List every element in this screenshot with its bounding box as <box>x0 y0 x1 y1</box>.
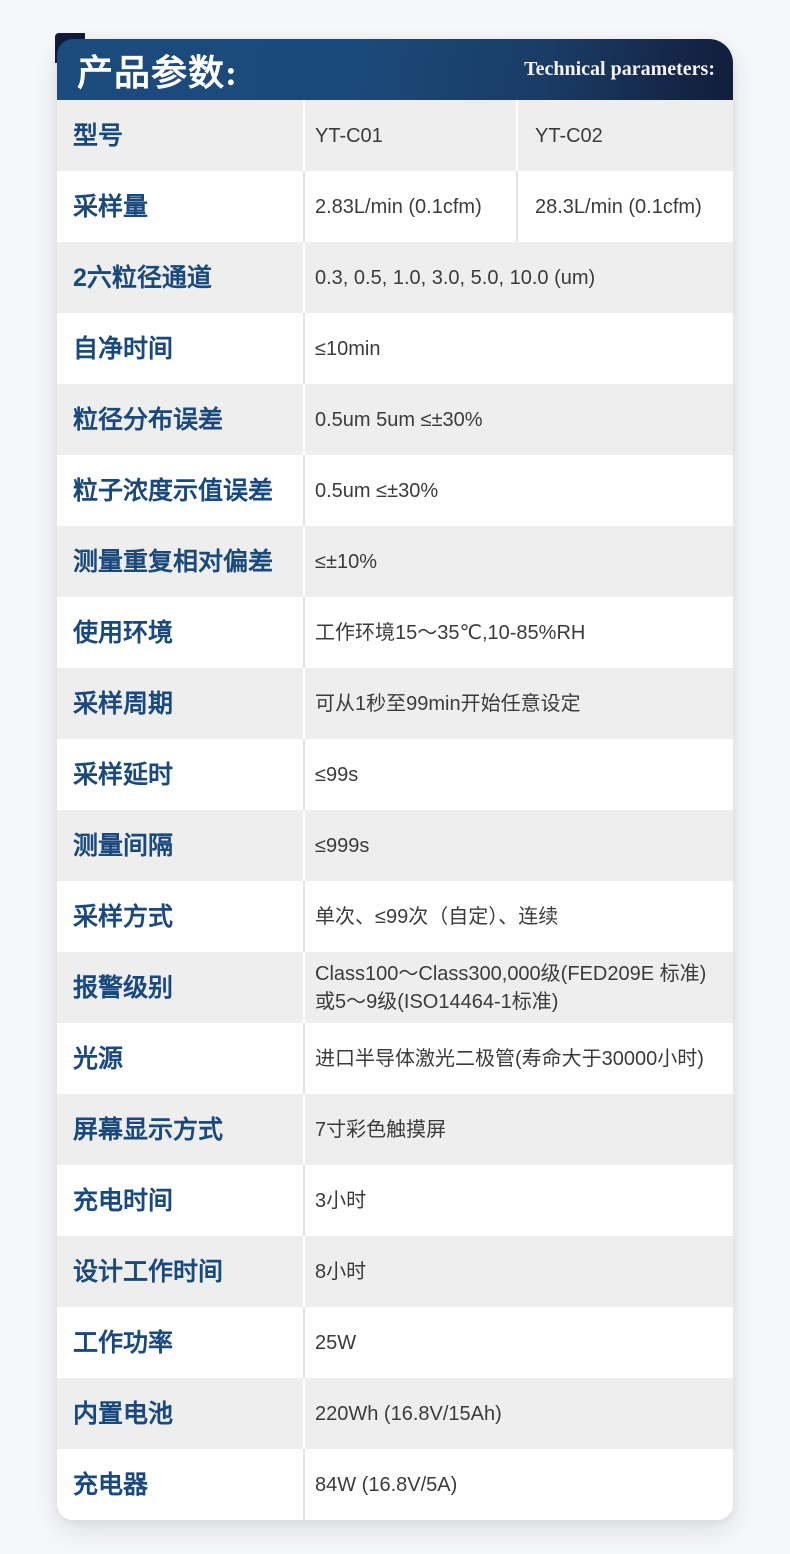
row-value-line: 单次、≤99次（自定）、连续 <box>315 905 559 928</box>
table-row: 采样延时 ≤99s <box>57 739 733 810</box>
row-value: 0.3, 0.5, 1.0, 3.0, 5.0, 10.0 (um) <box>305 242 733 313</box>
row-label: 测量重复相对偏差 <box>57 526 305 597</box>
row-label: 报警级别 <box>57 952 305 1023</box>
table-row: 内置电池 220Wh (16.8V/15Ah) <box>57 1378 733 1449</box>
row-value: ≤±10% <box>305 526 733 597</box>
row-value: 220Wh (16.8V/15Ah) <box>305 1378 733 1449</box>
row-value-line: ≤10min <box>315 337 381 360</box>
row-value-line: YT-C02 <box>535 124 603 147</box>
table-row: 粒径分布误差 0.5um 5um ≤±30% <box>57 384 733 455</box>
row-value-line: 220Wh (16.8V/15Ah) <box>315 1402 502 1425</box>
row-value: 7寸彩色触摸屏 <box>305 1094 733 1165</box>
row-value: Class100～Class300,000级(FED209E 标准) 或5～9级(… <box>305 952 733 1023</box>
row-value: YT-C02 <box>518 100 733 171</box>
row-label: 内置电池 <box>57 1378 305 1449</box>
row-value-line: 3小时 <box>315 1189 367 1212</box>
table-row: 采样方式 单次、≤99次（自定）、连续 <box>57 881 733 952</box>
row-value-line: 2.83L/min (0.1cfm) <box>315 195 482 218</box>
spec-card: 产品参数: Technical parameters: 型号 YT-C01 YT-C… <box>55 33 733 1520</box>
table-row: 采样量 2.83L/min (0.1cfm) 28.3L/min (0.1cfm) <box>57 171 733 242</box>
row-value-line: ≤±10% <box>315 550 377 573</box>
row-value-line: YT-C01 <box>315 124 383 147</box>
row-value: 0.5um 5um ≤±30% <box>305 384 733 455</box>
table-row: 工作功率 25W <box>57 1307 733 1378</box>
table-row: 粒子浓度示值误差 0.5um ≤±30% <box>57 455 733 526</box>
row-value: 工作环境15～35℃,10-85%RH <box>305 597 733 668</box>
table-row: 测量重复相对偏差 ≤±10% <box>57 526 733 597</box>
row-value: ≤99s <box>305 739 733 810</box>
row-label: 光源 <box>57 1023 305 1094</box>
page-title: 产品参数: <box>77 52 238 93</box>
row-value-line: ≤999s <box>315 834 370 857</box>
row-value-line: 或5～9级(ISO14464-1标准) <box>315 990 559 1013</box>
row-label: 设计工作时间 <box>57 1236 305 1307</box>
row-label: 采样延时 <box>57 739 305 810</box>
table-row: 使用环境 工作环境15～35℃,10-85%RH <box>57 597 733 668</box>
row-value: 25W <box>305 1307 733 1378</box>
row-value-line: 84W (16.8V/5A) <box>315 1473 458 1496</box>
table-row: 充电时间 3小时 <box>57 1165 733 1236</box>
row-value-line: 可从1秒至99min开始任意设定 <box>315 692 581 715</box>
row-label: 粒子浓度示值误差 <box>57 455 305 526</box>
table-row: 光源 进口半导体激光二极管(寿命大于30000小时) <box>57 1023 733 1094</box>
row-value-line: 进口半导体激光二极管(寿命大于30000小时) <box>315 1047 704 1070</box>
row-label: 自净时间 <box>57 313 305 384</box>
row-value-line: 25W <box>315 1331 357 1354</box>
row-value-line: 工作环境15～35℃,10-85%RH <box>315 621 586 644</box>
row-value: 单次、≤99次（自定）、连续 <box>305 881 733 952</box>
row-label: 2六粒径通道 <box>57 242 305 313</box>
row-label: 测量间隔 <box>57 810 305 881</box>
row-value: 进口半导体激光二极管(寿命大于30000小时) <box>305 1023 733 1094</box>
table-row: 充电器 84W (16.8V/5A) <box>57 1449 733 1520</box>
table-row: 设计工作时间 8小时 <box>57 1236 733 1307</box>
row-value: YT-C01 <box>305 100 518 171</box>
row-label: 屏幕显示方式 <box>57 1094 305 1165</box>
row-label: 使用环境 <box>57 597 305 668</box>
row-value-line: 0.3, 0.5, 1.0, 3.0, 5.0, 10.0 (um) <box>315 266 596 289</box>
row-value-line: 0.5um ≤±30% <box>315 479 439 502</box>
table-row: 型号 YT-C01 YT-C02 <box>57 100 733 171</box>
table-row: 自净时间 ≤10min <box>57 313 733 384</box>
row-value-line: 0.5um 5um ≤±30% <box>315 408 483 431</box>
row-value: 28.3L/min (0.1cfm) <box>518 171 733 242</box>
row-value: 2.83L/min (0.1cfm) <box>305 171 518 242</box>
row-value: 84W (16.8V/5A) <box>305 1449 733 1520</box>
table-row: 屏幕显示方式 7寸彩色触摸屏 <box>57 1094 733 1165</box>
row-value: 可从1秒至99min开始任意设定 <box>305 668 733 739</box>
row-value: 0.5um ≤±30% <box>305 455 733 526</box>
page-subtitle: Technical parameters: <box>524 58 715 80</box>
row-label: 粒径分布误差 <box>57 384 305 455</box>
table-row: 采样周期 可从1秒至99min开始任意设定 <box>57 668 733 739</box>
spec-table: 型号 YT-C01 YT-C02 采样量 2.83L/min (0.1cfm) 28.3L… <box>57 100 733 1520</box>
spec-header: 产品参数: Technical parameters: <box>57 39 733 100</box>
row-label: 采样周期 <box>57 668 305 739</box>
row-label: 采样方式 <box>57 881 305 952</box>
row-label: 工作功率 <box>57 1307 305 1378</box>
table-row: 2六粒径通道 0.3, 0.5, 1.0, 3.0, 5.0, 10.0 (um) <box>57 242 733 313</box>
row-value-line: 8小时 <box>315 1260 367 1283</box>
row-value-line: 7寸彩色触摸屏 <box>315 1118 447 1141</box>
row-value-line: ≤99s <box>315 763 359 786</box>
row-label: 采样量 <box>57 171 305 242</box>
row-label: 充电时间 <box>57 1165 305 1236</box>
row-label: 充电器 <box>57 1449 305 1520</box>
row-value: 8小时 <box>305 1236 733 1307</box>
row-value: 3小时 <box>305 1165 733 1236</box>
row-value: ≤10min <box>305 313 733 384</box>
row-value-line: Class100～Class300,000级(FED209E 标准) <box>315 962 707 985</box>
table-row: 测量间隔 ≤999s <box>57 810 733 881</box>
row-value-line: 28.3L/min (0.1cfm) <box>535 195 702 218</box>
row-value: ≤999s <box>305 810 733 881</box>
row-label: 型号 <box>57 100 305 171</box>
table-row: 报警级别 Class100～Class300,000级(FED209E 标准) 或5… <box>57 952 733 1023</box>
